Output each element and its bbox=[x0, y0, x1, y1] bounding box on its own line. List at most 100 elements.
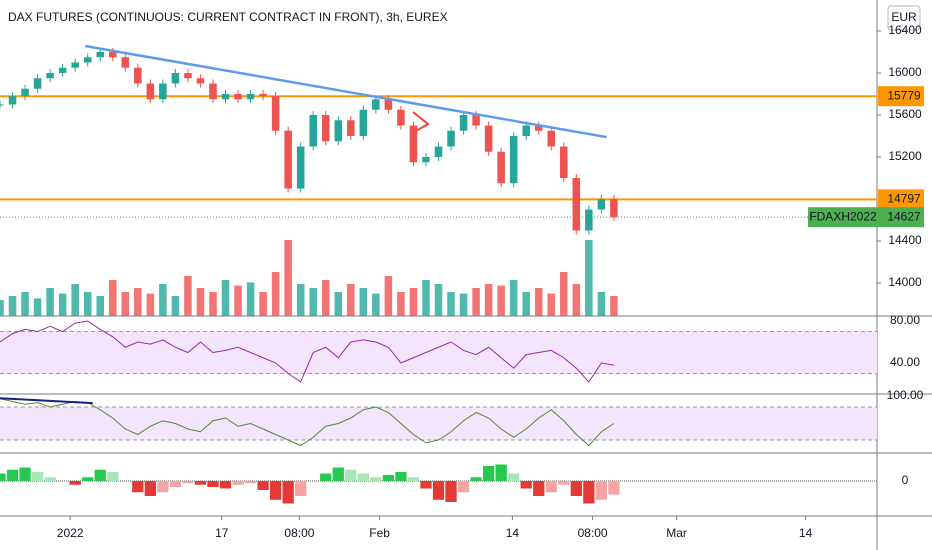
histogram-bar bbox=[257, 481, 269, 490]
histogram-bar bbox=[82, 477, 94, 481]
indicator-line bbox=[0, 320, 614, 383]
volume-bar bbox=[334, 292, 343, 316]
candle bbox=[509, 135, 518, 184]
histogram-bar bbox=[370, 477, 382, 481]
candle bbox=[409, 125, 418, 163]
volume-bar bbox=[359, 288, 368, 316]
histogram-bar bbox=[132, 481, 144, 493]
histogram-bar bbox=[608, 481, 620, 495]
histogram-bar bbox=[282, 481, 294, 504]
candle bbox=[171, 72, 180, 84]
band bbox=[0, 407, 877, 440]
volume-bar bbox=[146, 293, 155, 316]
candle bbox=[610, 199, 618, 218]
candle bbox=[372, 99, 380, 110]
candle bbox=[259, 93, 267, 97]
volume-bar bbox=[534, 288, 543, 316]
volume-bar bbox=[459, 293, 468, 316]
histogram-bar bbox=[407, 477, 420, 481]
volume-bar bbox=[0, 300, 4, 316]
histogram-bar bbox=[558, 481, 570, 485]
histogram-bar bbox=[31, 472, 44, 481]
candle bbox=[271, 96, 280, 131]
volume-bar bbox=[384, 276, 393, 316]
candle bbox=[0, 104, 4, 106]
candle bbox=[447, 130, 455, 147]
currency[interactable]: EUR bbox=[891, 10, 917, 24]
candle bbox=[108, 51, 117, 58]
currency-button[interactable] bbox=[887, 5, 921, 31]
candle bbox=[96, 51, 104, 58]
volume-bar bbox=[108, 280, 117, 316]
volume-bar bbox=[572, 284, 581, 316]
candle bbox=[484, 125, 493, 152]
volume-bar bbox=[397, 292, 405, 316]
candle bbox=[246, 93, 255, 100]
trendline bbox=[0, 397, 93, 405]
candle bbox=[572, 178, 581, 231]
histogram-bar bbox=[269, 481, 282, 500]
level-label: 14797 bbox=[887, 191, 921, 205]
volume-bar bbox=[46, 288, 54, 316]
candle bbox=[134, 67, 142, 84]
y-tick-label: 16000 bbox=[888, 65, 922, 79]
arrow-drawing bbox=[412, 111, 430, 132]
candle bbox=[585, 209, 593, 231]
candle bbox=[296, 146, 305, 189]
candle bbox=[121, 57, 130, 68]
histogram-bar bbox=[382, 475, 395, 481]
histogram-bar bbox=[457, 481, 470, 493]
volume-bar bbox=[271, 272, 280, 316]
volume-bar bbox=[509, 280, 518, 316]
last-price-label: 14627 bbox=[887, 209, 921, 223]
volume-bar bbox=[472, 288, 480, 316]
histogram-bar bbox=[320, 473, 332, 481]
candle bbox=[71, 62, 79, 68]
x-tick-label: 08:00 bbox=[578, 526, 608, 540]
x-tick-label: 08:00 bbox=[284, 526, 314, 540]
histogram-bar bbox=[508, 473, 520, 481]
volume-bar bbox=[8, 296, 17, 316]
y-tick-label: 15200 bbox=[888, 149, 922, 163]
candle bbox=[284, 130, 292, 189]
volume-bar bbox=[58, 293, 67, 316]
histogram-bar bbox=[144, 481, 156, 496]
candle bbox=[534, 125, 543, 131]
y-tick-label: 100.00 bbox=[887, 388, 924, 402]
level-label: 15779 bbox=[887, 88, 921, 102]
volume-bar bbox=[585, 240, 593, 316]
histogram-bar bbox=[420, 481, 432, 489]
volume-bar bbox=[610, 296, 618, 316]
volume-bar bbox=[284, 240, 292, 316]
volume-bar bbox=[234, 285, 242, 316]
x-tick-label: Mar bbox=[666, 526, 687, 540]
candle bbox=[83, 57, 92, 63]
level-label-box bbox=[878, 86, 924, 107]
volume-bar bbox=[309, 288, 317, 316]
histogram-bar bbox=[169, 481, 182, 487]
x-tick-label: 2022 bbox=[57, 526, 84, 540]
volume-bar bbox=[184, 276, 192, 316]
candle bbox=[347, 120, 355, 136]
candle bbox=[146, 83, 155, 100]
y-tick-label: 14000 bbox=[888, 275, 922, 289]
histogram-bar bbox=[194, 481, 207, 485]
volume-bar bbox=[71, 284, 79, 316]
histogram-bar bbox=[44, 477, 56, 481]
histogram-bar bbox=[182, 481, 194, 484]
x-tick-label: 14 bbox=[506, 526, 520, 540]
candle bbox=[560, 146, 568, 179]
histogram-bar bbox=[482, 466, 495, 481]
volume-bar bbox=[21, 292, 29, 316]
volume-bar bbox=[484, 284, 493, 316]
level-label-box bbox=[878, 189, 924, 210]
volume-bar bbox=[134, 288, 142, 316]
volume-bar bbox=[296, 284, 305, 316]
y-tick-label: 0 bbox=[902, 473, 909, 487]
volume-bar bbox=[434, 284, 443, 316]
volume-bar bbox=[321, 280, 330, 316]
symbol-label: FDAXH2022 bbox=[809, 209, 877, 223]
candle bbox=[434, 146, 443, 158]
